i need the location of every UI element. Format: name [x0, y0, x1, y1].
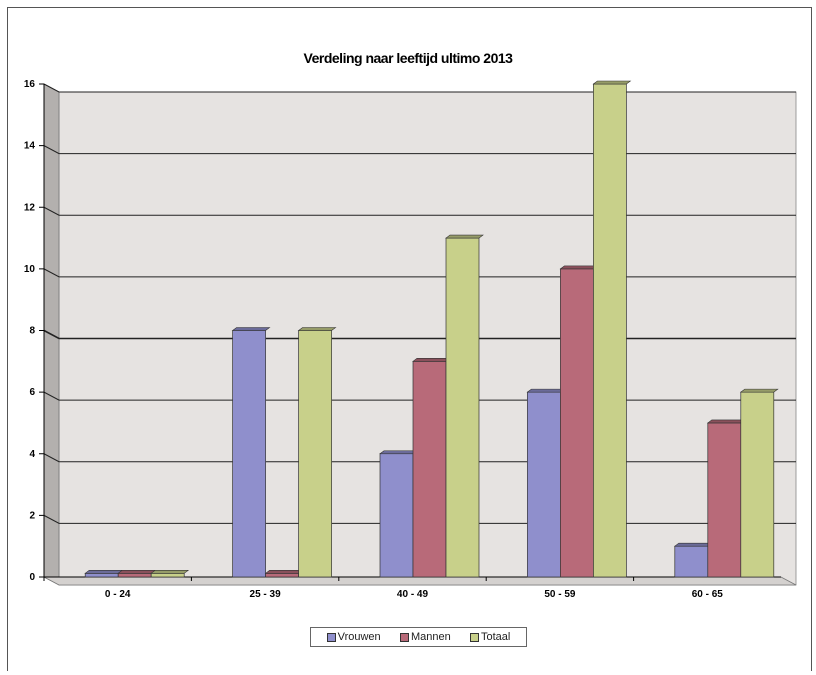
bar-totaal-0-24 [150, 570, 190, 578]
bar-top [297, 327, 337, 331]
legend-item-vrouwen: Vrouwen [326, 631, 381, 643]
bar-face [232, 330, 266, 578]
x-tick-label-50-59: 50 - 59 [544, 589, 576, 600]
y-tick-label-16: 16 [24, 79, 36, 90]
y-tick-label-14: 14 [24, 141, 36, 152]
bar-face [84, 572, 119, 578]
gridline-14 [43, 145, 796, 155]
bar-totaal-40-49 [445, 234, 484, 578]
legend-item-totaal: Totaal [469, 631, 511, 643]
legend-label-vrouwen: Vrouwen [337, 631, 381, 643]
bar-face [740, 391, 775, 578]
bar-mannen-50-59 [559, 265, 599, 578]
bar-top [526, 388, 566, 393]
gridline-10 [43, 268, 796, 278]
bar-mannen-60-65 [706, 419, 746, 578]
bar-face [527, 391, 561, 578]
bar-top [739, 388, 779, 393]
bar-vrouwen-25-39 [231, 327, 271, 578]
bar-vrouwen-50-59 [526, 388, 566, 578]
bar-vrouwen-40-49 [379, 450, 418, 578]
bar-totaal-60-65 [739, 388, 779, 578]
bar-vrouwen-0-24 [84, 570, 124, 578]
y-tick-label-8: 8 [29, 326, 35, 337]
bar-mannen-40-49 [412, 358, 451, 578]
chart-frame [7, 7, 812, 671]
bar-face [298, 330, 332, 578]
bar-face [560, 268, 594, 578]
legend-swatch-totaal [469, 632, 479, 642]
y-tick-label-2: 2 [29, 510, 35, 521]
bar-face [445, 237, 480, 578]
plot-floor [43, 576, 797, 586]
y-tick-label-10: 10 [24, 264, 36, 275]
legend-swatch-mannen [399, 632, 409, 642]
bar-top [673, 542, 713, 547]
bar-face [150, 572, 185, 578]
gridline-8 [43, 329, 796, 340]
bar-top [445, 234, 484, 239]
bar-top [117, 570, 157, 574]
chart-legend: Vrouwen Mannen Totaal [310, 627, 527, 647]
bar-top [264, 570, 304, 574]
bar-face [674, 545, 709, 578]
bar-face [707, 422, 742, 578]
bar-top [592, 80, 632, 85]
gridline-16 [43, 83, 796, 93]
bar-vrouwen-60-65 [673, 542, 713, 578]
bar-totaal-25-39 [297, 327, 337, 578]
chart-title: Verdeling naar leeftijd ultimo 2013 [303, 50, 513, 66]
legend-swatch-vrouwen [326, 632, 336, 642]
x-tick-label-0-24: 0 - 24 [105, 589, 131, 600]
bar-totaal-50-59 [592, 80, 632, 578]
x-tick-label-25-39: 25 - 39 [250, 589, 282, 600]
y-tick-label-6: 6 [29, 387, 35, 398]
legend-label-totaal: Totaal [480, 631, 511, 643]
y-tick-label-0: 0 [29, 572, 35, 583]
bar-top [706, 419, 746, 424]
bar-face [412, 360, 447, 578]
x-tick-label-60-65: 60 - 65 [692, 589, 724, 600]
bar-top [559, 265, 599, 270]
bar-face [265, 572, 299, 578]
bar-mannen-0-24 [117, 570, 157, 578]
legend-label-mannen: Mannen [410, 631, 451, 643]
bar-face [117, 572, 152, 578]
y-tick-label-4: 4 [29, 449, 35, 460]
bar-mannen-25-39 [264, 570, 304, 578]
bar-top [84, 570, 124, 574]
bar-top [150, 570, 190, 574]
bar-top [379, 450, 418, 455]
y-tick-label-12: 12 [24, 202, 36, 213]
x-tick-label-40-49: 40 - 49 [397, 589, 429, 600]
bar-top [231, 327, 271, 331]
gridline-12 [43, 206, 796, 216]
bar-face [379, 453, 414, 578]
bar-face [593, 83, 627, 578]
bar-top [412, 358, 451, 362]
legend-item-mannen: Mannen [399, 631, 451, 643]
